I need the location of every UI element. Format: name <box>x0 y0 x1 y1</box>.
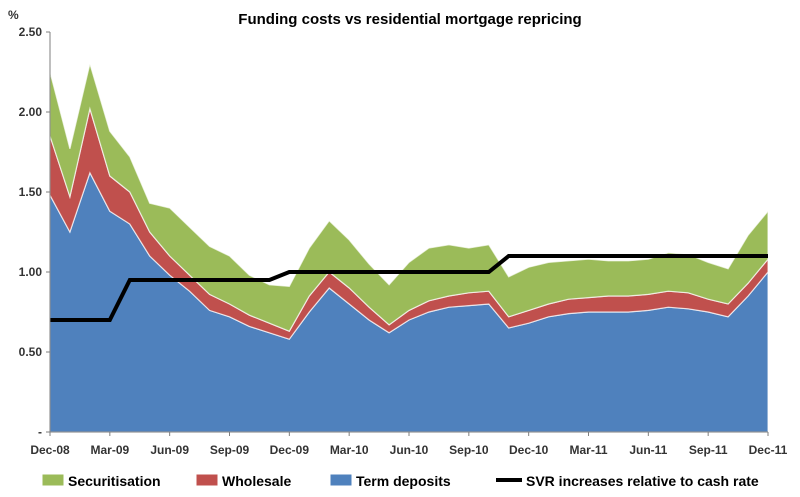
x-tick-labels: Dec-08 Mar-09 Jun-09 Sep-09 Dec-09 Mar-10 Jun-… <box>30 432 788 457</box>
y-tick-label: 2.50 <box>19 25 43 39</box>
x-tick-label: Sep-10 <box>449 443 489 457</box>
x-tick-label: Jun-09 <box>150 443 189 457</box>
y-tick-label: 1.50 <box>19 185 43 199</box>
x-tick-label: Dec-09 <box>270 443 310 457</box>
x-tick-label: Dec-11 <box>749 443 788 457</box>
chart-title: Funding costs vs residential mortgage re… <box>238 11 581 28</box>
legend-swatch-term-deposits <box>329 473 353 487</box>
x-tick-label: Mar-09 <box>90 443 129 457</box>
x-tick-label: Jun-11 <box>629 443 667 457</box>
y-tick-label: 1.00 <box>19 265 43 279</box>
x-tick-label: Mar-11 <box>569 443 607 457</box>
y-tick-label: 2.00 <box>19 105 43 119</box>
x-tick-label: Dec-08 <box>30 443 70 457</box>
legend-swatch-securitisation <box>41 473 65 487</box>
x-tick-label: Sep-11 <box>689 443 728 457</box>
y-axis-unit-label: % <box>8 8 19 22</box>
x-tick-label: Dec-10 <box>509 443 549 457</box>
legend-label-wholesale: Wholesale <box>222 473 291 489</box>
y-tick-label: 0.50 <box>19 345 43 359</box>
svr-line <box>50 254 768 322</box>
legend: Securitisation Wholesale Term deposits SVR … <box>41 473 759 489</box>
x-tick-label: Sep-09 <box>210 443 250 457</box>
svr-line-group <box>50 254 768 322</box>
y-tick-labels: - 0.50 1.00 1.50 2.00 2.50 <box>19 25 50 439</box>
legend-label-term-deposits: Term deposits <box>356 473 451 489</box>
legend-label-svr-increases-relative-to-cash-rate: SVR increases relative to cash rate <box>526 473 759 489</box>
y-tick-label: - <box>38 425 42 439</box>
legend-label-securitisation: Securitisation <box>68 473 161 489</box>
legend-swatch-wholesale <box>195 473 219 487</box>
x-tick-label: Jun-10 <box>390 443 429 457</box>
x-tick-label: Mar-10 <box>330 443 369 457</box>
